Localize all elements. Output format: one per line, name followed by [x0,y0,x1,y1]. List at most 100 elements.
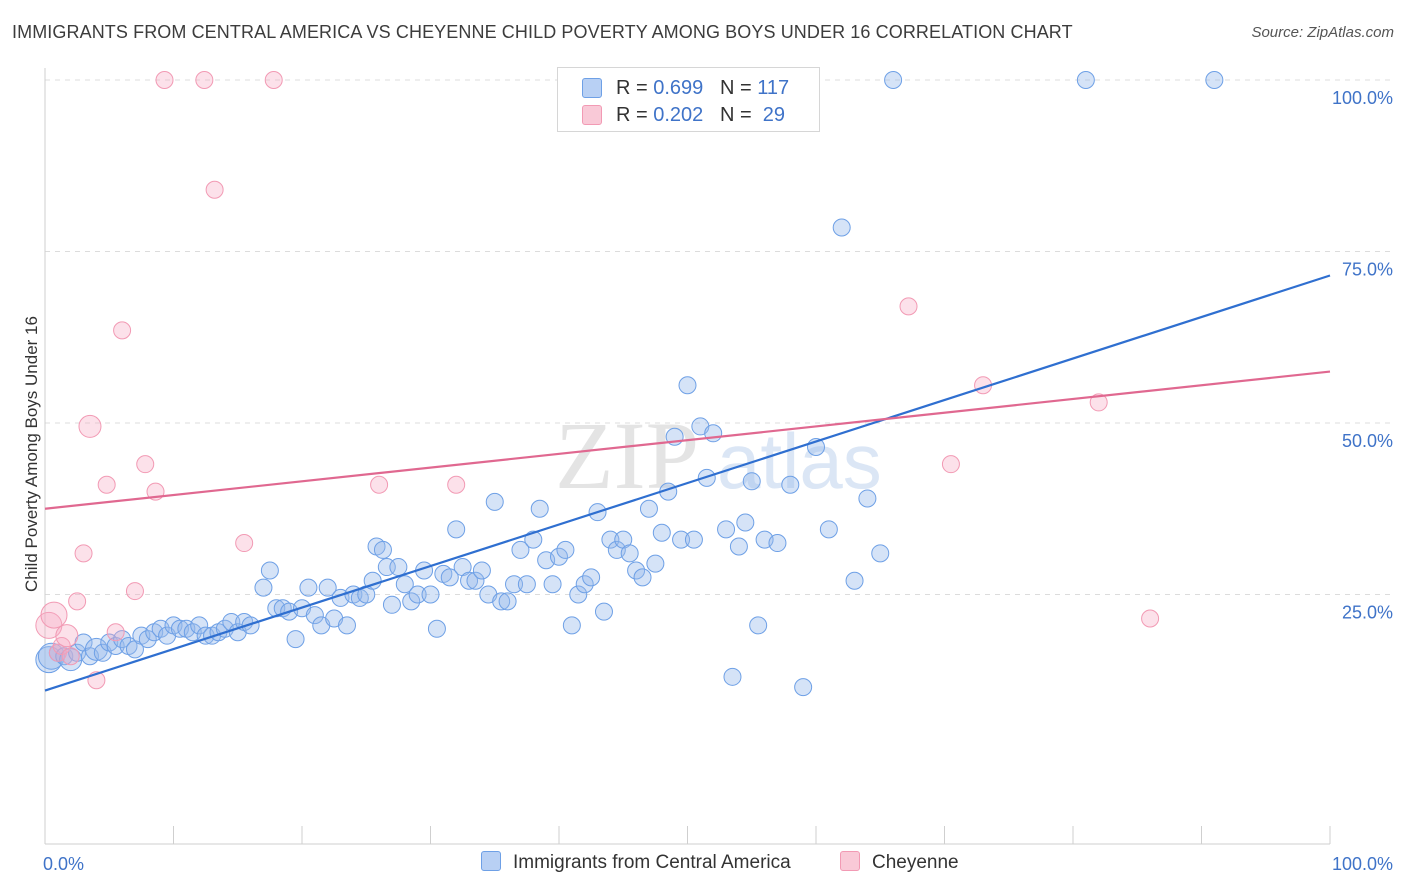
point-central-america [427,619,446,638]
point-cheyenne [113,321,132,340]
chart-title: IMMIGRANTS FROM CENTRAL AMERICA VS CHEYE… [12,22,1073,42]
point-cheyenne [370,475,389,494]
point-central-america [382,595,401,614]
point-central-america [408,585,427,604]
point-cheyenne [61,647,80,666]
source-label: Source: ZipAtlas.com [1251,24,1394,41]
legend-r-value: 0.202 [653,104,704,126]
point-cheyenne [205,180,224,199]
point-cheyenne [55,624,79,648]
y-axis-label: Child Poverty Among Boys Under 16 [22,316,41,592]
point-cheyenne [235,534,254,553]
point-cheyenne [195,71,214,89]
legend-r-value: 0.699 [653,77,704,99]
point-central-america [884,71,903,89]
point-central-america [505,575,524,594]
point-central-america [421,585,440,604]
tick-labels: 25.0% 50.0% 75.0% 100.0% 0.0% 100.0% [43,88,1393,874]
correlation-legend: R = 0.699 N = 117 R = 0.202 N = 29 [557,67,820,132]
watermark: ZIP atlas [555,402,882,509]
point-cheyenne [125,582,144,601]
point-central-america [517,575,536,594]
point-central-america [1076,71,1095,89]
point-central-america [254,578,273,597]
x-tick-label: 0.0% [43,854,84,874]
point-cheyenne [1089,393,1108,412]
point-central-america [672,530,691,549]
trend-layer [44,274,1331,692]
point-central-america [492,592,511,611]
legend-r-label: R = [616,77,648,99]
point-central-america [113,630,132,649]
point-cheyenne [941,455,960,474]
point-cheyenne [1141,609,1160,628]
point-central-america [768,534,787,553]
point-central-america [511,540,530,559]
point-central-america [460,571,479,590]
bottom-legend-blue-swatch-icon [481,851,501,871]
point-central-america [524,530,543,549]
bottom-legend-central-america: Immigrants from Central America [481,851,791,874]
legend-n-value: 117 [757,77,790,99]
point-central-america [395,575,414,594]
point-cheyenne [78,414,102,438]
point-central-america [794,678,813,697]
point-central-america [337,616,356,635]
point-central-america [704,424,723,443]
point-central-america [562,616,581,635]
point-central-america [402,592,421,611]
point-central-america [858,489,877,508]
point-central-america [550,547,568,566]
legend-swatch-blue-icon [582,78,602,98]
y-tick-label: 25.0% [1342,603,1393,623]
point-central-america [633,568,652,587]
point-central-america [373,540,392,559]
point-cheyenne [97,475,116,494]
point-cheyenne [68,592,87,611]
point-central-america [819,520,838,539]
point-central-america [646,554,665,573]
point-central-america [582,568,601,587]
point-central-america [652,523,671,542]
point-central-america [678,376,697,395]
bottom-legend-pink-swatch-icon [840,851,860,871]
point-central-america [749,616,768,635]
point-central-america [190,616,209,635]
point-central-america [318,578,337,597]
point-central-america [466,571,485,590]
watermark-zip: ZIP [555,402,699,509]
trendline-cheyenne [44,370,1331,510]
point-central-america [485,492,504,511]
point-cheyenne [40,601,68,629]
point-central-america [723,667,742,686]
point-central-america [729,537,748,556]
point-central-america [299,578,318,597]
point-central-america [447,520,466,539]
watermark-atlas: atlas [717,417,882,505]
legend-n-value: 29 [762,104,786,126]
bottom-legend-cheyenne: Cheyenne [840,851,959,874]
point-central-america [37,642,65,670]
point-central-america [1205,71,1224,89]
points-layer [35,71,1224,697]
legend-n-label: N = [719,77,752,99]
point-central-america [717,520,736,539]
point-central-america [530,499,549,518]
bottom-legend-label: Cheyenne [872,852,959,873]
point-central-america [832,218,851,237]
point-central-america [556,540,575,559]
point-central-america [620,544,639,563]
legend-r-label: R = [616,104,648,126]
point-central-america [575,575,594,594]
legend-swatch-pink-icon [582,105,602,125]
point-central-america [106,636,125,655]
point-central-america [498,592,517,611]
point-cheyenne [74,544,93,563]
point-central-america [286,630,305,649]
point-central-america [871,544,890,563]
grid-layer [45,79,1395,595]
point-central-america [440,568,459,587]
point-cheyenne [899,297,918,316]
point-cheyenne [106,623,125,642]
